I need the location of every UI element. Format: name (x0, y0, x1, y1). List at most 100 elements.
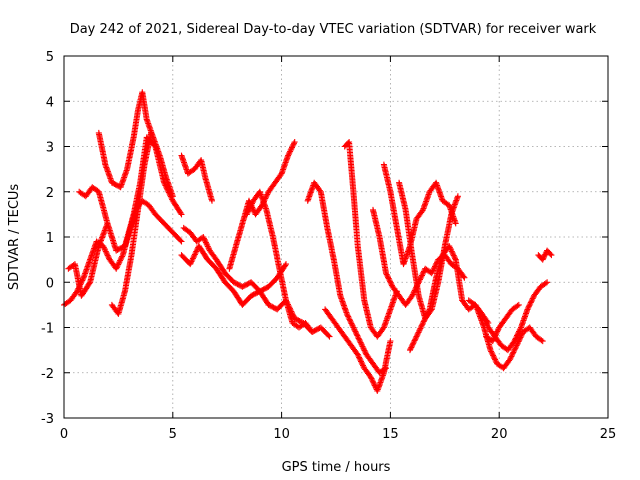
data-point (359, 343, 366, 350)
data-point (189, 255, 196, 262)
data-point (277, 171, 284, 178)
data-point (354, 332, 361, 339)
data-point (488, 348, 495, 355)
data-point (102, 226, 109, 233)
data-point (360, 346, 367, 353)
data-point (491, 335, 497, 342)
data-point (527, 301, 534, 307)
data-point (419, 321, 426, 328)
data-point (509, 350, 516, 357)
data-point (453, 197, 460, 204)
y-tick-label: 5 (46, 50, 54, 65)
data-point (113, 265, 120, 272)
data-point (86, 280, 93, 287)
data-point (355, 334, 361, 340)
data-point (248, 201, 255, 208)
data-point (367, 374, 374, 381)
data-point (476, 312, 483, 318)
data-point (419, 272, 425, 279)
data-point (447, 245, 454, 252)
data-point (117, 257, 124, 264)
data-point (492, 358, 499, 364)
data-point (356, 338, 363, 345)
data-point (100, 244, 107, 251)
data-point (514, 302, 521, 309)
data-point (383, 271, 390, 278)
data-point (490, 336, 497, 343)
data-point (517, 325, 524, 332)
data-point (187, 261, 194, 268)
data-point (368, 375, 375, 382)
data-point (413, 333, 420, 340)
data-point (249, 200, 255, 207)
data-point (408, 344, 415, 351)
data-point (548, 252, 555, 259)
series-arc-8 (178, 152, 215, 204)
data-point (418, 324, 425, 330)
data-point (448, 248, 455, 255)
data-point (102, 248, 109, 255)
x-tick-label: 5 (169, 427, 177, 442)
data-point (97, 238, 104, 245)
data-point (388, 281, 395, 288)
data-point (412, 336, 419, 343)
data-point (115, 260, 122, 267)
data-point (353, 331, 360, 338)
data-point (384, 272, 391, 279)
data-point (514, 339, 521, 346)
data-point (178, 238, 185, 245)
data-point (345, 313, 352, 320)
data-point (287, 148, 294, 155)
data-point (517, 334, 524, 341)
data-point (104, 251, 111, 258)
data-marks (61, 89, 555, 394)
data-point (446, 244, 453, 251)
data-point (385, 274, 391, 281)
data-point (412, 334, 419, 341)
data-point (316, 187, 323, 194)
data-point (353, 329, 359, 336)
data-point (347, 319, 354, 326)
y-tick-label: 1 (46, 231, 54, 246)
data-point (414, 330, 421, 337)
data-point (287, 147, 294, 154)
data-point (450, 252, 457, 259)
series-arc-9 (226, 139, 298, 272)
data-point (454, 193, 461, 200)
data-point (508, 353, 515, 360)
data-point (494, 327, 501, 334)
data-point (189, 257, 196, 263)
data-point (419, 271, 426, 278)
data-point (526, 302, 533, 309)
data-point (264, 191, 271, 198)
data-point (488, 349, 495, 356)
data-point (288, 145, 295, 152)
data-point (385, 275, 392, 282)
data-point (542, 280, 549, 287)
data-point (489, 351, 496, 358)
data-point (370, 379, 377, 386)
data-point (429, 268, 436, 275)
data-point (425, 309, 432, 316)
data-point (529, 296, 536, 303)
y-tick-label: -3 (41, 412, 54, 427)
data-point (282, 262, 289, 269)
data-point (118, 254, 125, 261)
data-point (492, 356, 499, 363)
data-point (414, 332, 421, 339)
chart-title: Day 242 of 2021, Sidereal Day-to-day VTE… (70, 22, 597, 37)
data-point (513, 342, 520, 349)
data-point (383, 270, 389, 277)
data-point (190, 254, 197, 261)
data-point (451, 253, 458, 260)
data-point (507, 356, 514, 363)
data-point (193, 248, 200, 255)
data-point (424, 310, 431, 317)
data-point (408, 343, 415, 350)
data-point (489, 338, 496, 345)
data-point (524, 306, 531, 313)
data-point (515, 338, 522, 345)
data-point (491, 334, 498, 340)
data-point (461, 274, 468, 281)
